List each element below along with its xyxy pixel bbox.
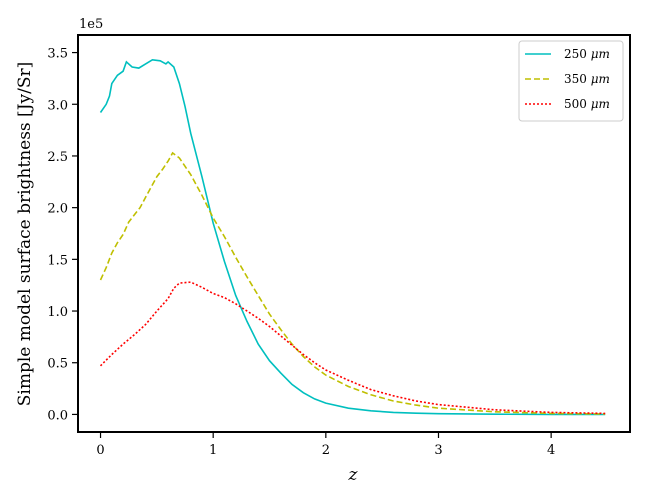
y-offset-label: 1e5 [79,17,103,32]
x-tick-label: 0 [96,443,104,458]
x-tick-label: 2 [322,443,330,458]
series-line-1 [99,58,606,416]
x-tick-label: 3 [434,443,442,458]
legend-frame [518,40,624,122]
y-tick-label: 2.0 [47,202,68,217]
legend-label-2: 350 μm [564,72,610,86]
y-tick-label: 0.5 [47,357,68,372]
x-axis-label: z [348,465,359,485]
legend: 250 μm 350 μm 500 μm [518,40,624,122]
plot-frame [77,34,631,433]
y-tick-label: 3.0 [47,98,68,113]
y-tick-label: 2.5 [47,150,68,165]
x-tick-label: 1 [209,443,217,458]
axes-layer: 0 1 2 3 4 0.0 0.5 1.0 1.5 2.0 2.5 3.0 3.5 [47,34,631,458]
legend-label-1: 250 μm [564,47,610,61]
y-axis-label: Simple model surface brightness [Jy/Sr] [15,62,35,407]
y-tick-label: 0.0 [47,408,68,423]
y-tick-label: 1.5 [47,253,68,268]
series-line-2 [99,151,606,415]
series-line-3 [99,281,606,415]
y-tick-label: 1.0 [47,305,68,320]
x-tick-label: 4 [547,443,555,458]
legend-label-3: 500 μm [564,97,610,111]
series-layer [99,58,606,416]
y-tick-label: 3.5 [47,47,68,62]
